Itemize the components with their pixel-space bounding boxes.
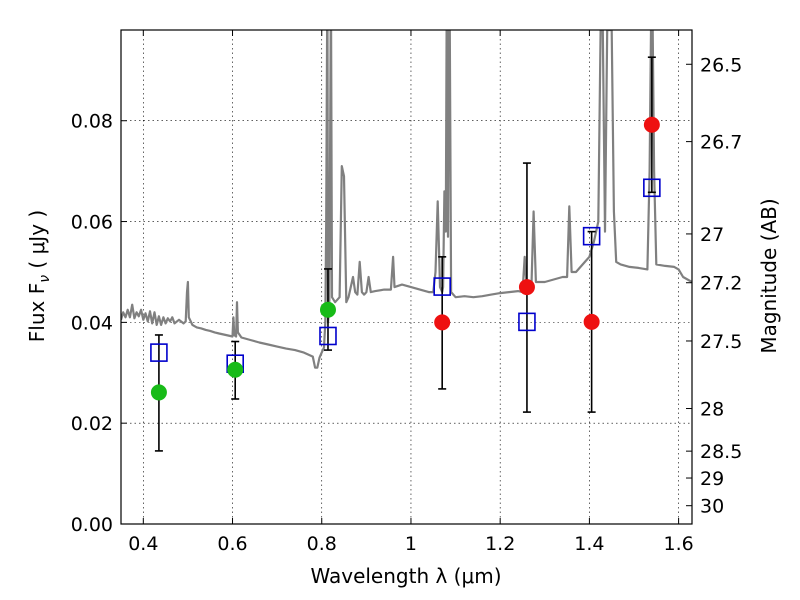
model-flux-square (518, 312, 536, 332)
plot-frame (120, 29, 693, 525)
x-tick-label: 1.6 (664, 533, 694, 555)
model-spectrum (121, 30, 692, 369)
y2-tick-label: 27.5 (700, 331, 742, 353)
x-axis-ticks: 0.4 0.6 0.8 1 1.2 1.4 1.6 (128, 30, 694, 555)
y2-tick-label: 30 (700, 496, 724, 518)
x-tick-label: 0.4 (128, 533, 158, 555)
grid-lines (121, 30, 692, 524)
model-flux-square (319, 326, 337, 346)
y-tick-label: 0.06 (71, 212, 113, 234)
y2-tick-label: 26.7 (700, 132, 742, 154)
y-axis-label-main: Flux F (25, 283, 49, 342)
x-tick-label: 0.8 (307, 533, 337, 555)
x-axis-label: Wavelength λ (μm) (310, 564, 501, 588)
y-axis-ticks: 0.00 0.02 0.04 0.06 0.08 (71, 111, 127, 536)
observed-flux-point (583, 313, 600, 330)
y-axis-label-sub: ν (37, 275, 53, 283)
y2-tick-label: 29 (700, 468, 724, 490)
y2-tick-label: 28.5 (700, 441, 742, 463)
y-axis-label-unit: ( μJy ) (25, 210, 49, 275)
y2-tick-label: 27 (700, 224, 724, 246)
spectrum-line (121, 30, 692, 369)
y2-tick-label: 26.5 (700, 54, 742, 76)
y-tick-label: 0.08 (71, 111, 113, 133)
observed-flux-point (319, 301, 336, 318)
y2-axis-label: Magnitude (AB) (757, 198, 781, 353)
observed-flux-point (434, 314, 451, 331)
observed-flux-point (227, 361, 244, 378)
model-flux-square (150, 343, 168, 362)
y-tick-label: 0.04 (71, 312, 113, 334)
observed-flux-point (518, 279, 535, 296)
model-flux-square (643, 178, 661, 198)
model-flux-square (582, 226, 601, 246)
data-markers (150, 116, 661, 401)
y-axis-label: Flux Fν ( μJy ) (25, 210, 53, 342)
x-tick-label: 1.2 (485, 533, 515, 555)
error-bars (154, 56, 656, 452)
x-tick-label: 1.4 (574, 533, 604, 555)
y2-tick-label: 27.2 (700, 273, 742, 295)
y2-axis-ticks: 26.5 26.7 27 27.2 27.5 28 28.5 29 30 (686, 54, 742, 518)
y-tick-label: 0.02 (71, 413, 113, 435)
x-tick-label: 1 (405, 533, 417, 555)
x-tick-label: 0.6 (217, 533, 247, 555)
y2-tick-label: 28 (700, 399, 724, 421)
model-flux-square (433, 277, 451, 296)
observed-flux-point (150, 384, 167, 401)
observed-flux-point (643, 116, 660, 133)
y-tick-label: 0.00 (71, 514, 113, 536)
